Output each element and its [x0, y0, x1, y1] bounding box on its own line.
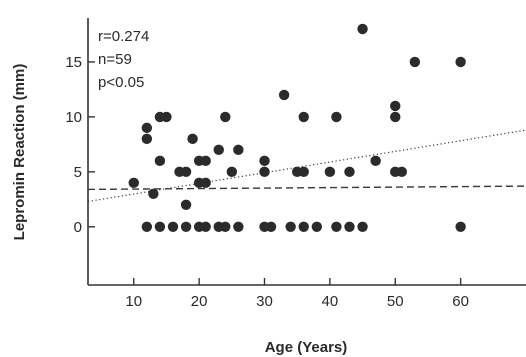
annotation-n: n=59 — [98, 51, 132, 68]
data-point — [187, 133, 198, 145]
data-point — [180, 166, 192, 178]
data-point — [259, 166, 270, 178]
data-point — [390, 111, 401, 123]
y-tick-label: 0 — [74, 219, 82, 236]
reference-line — [87, 185, 526, 191]
data-point — [220, 221, 231, 232]
data-point — [180, 199, 192, 210]
x-tick-label: 40 — [322, 293, 339, 310]
data-point — [265, 221, 277, 232]
data-point — [213, 144, 224, 156]
data-point — [200, 221, 211, 232]
data-point — [370, 155, 381, 167]
data-point — [161, 111, 172, 123]
data-point — [180, 221, 192, 232]
x-tick-label: 10 — [125, 293, 142, 310]
x-axis-title: Age (Years) — [265, 339, 348, 356]
data-point — [344, 221, 355, 232]
x-tick-label: 30 — [256, 293, 273, 310]
data-point — [220, 111, 231, 123]
data-point — [298, 166, 309, 178]
y-axis-title: Lepromin Reaction (mm) — [11, 64, 28, 241]
data-point — [344, 166, 355, 178]
data-point — [311, 221, 323, 232]
data-point — [331, 111, 342, 123]
data-point — [141, 133, 153, 145]
data-point — [128, 177, 139, 189]
data-point — [167, 221, 179, 232]
annotation-p: p<0.05 — [98, 74, 144, 91]
data-point — [200, 177, 211, 189]
data-point — [259, 155, 270, 167]
x-tick-label: 50 — [387, 293, 404, 310]
data-point — [154, 221, 166, 232]
trend-lines — [87, 129, 526, 203]
data-point — [233, 221, 244, 232]
data-point — [200, 155, 211, 167]
stats-annotation: r=0.274 n=59 p<0.05 — [98, 28, 149, 91]
axes — [87, 18, 526, 286]
data-point — [141, 122, 153, 134]
data-point — [298, 111, 309, 123]
data-point — [233, 144, 244, 156]
data-point — [390, 100, 401, 112]
data-point — [409, 56, 421, 68]
data-point — [357, 221, 368, 232]
data-point — [455, 221, 466, 232]
y-tick-label: 5 — [74, 164, 82, 181]
data-point — [226, 166, 238, 178]
tick-labels: 0 5 10 15 10 20 30 40 50 60 — [65, 54, 469, 310]
data-point — [278, 89, 290, 101]
data-point — [298, 221, 309, 232]
data-point — [141, 221, 153, 232]
data-point — [154, 155, 166, 167]
data-point — [324, 166, 336, 178]
data-point — [331, 221, 342, 232]
data-point — [285, 221, 296, 232]
x-tick-label: 20 — [191, 293, 208, 310]
data-point — [148, 188, 159, 200]
data-point — [357, 23, 368, 35]
data-points — [128, 23, 466, 232]
data-point — [396, 166, 407, 178]
y-tick-label: 15 — [65, 54, 82, 71]
data-point — [455, 56, 466, 68]
y-tick-label: 10 — [65, 109, 82, 126]
annotation-r: r=0.274 — [98, 28, 149, 45]
x-tick-label: 60 — [452, 293, 469, 310]
